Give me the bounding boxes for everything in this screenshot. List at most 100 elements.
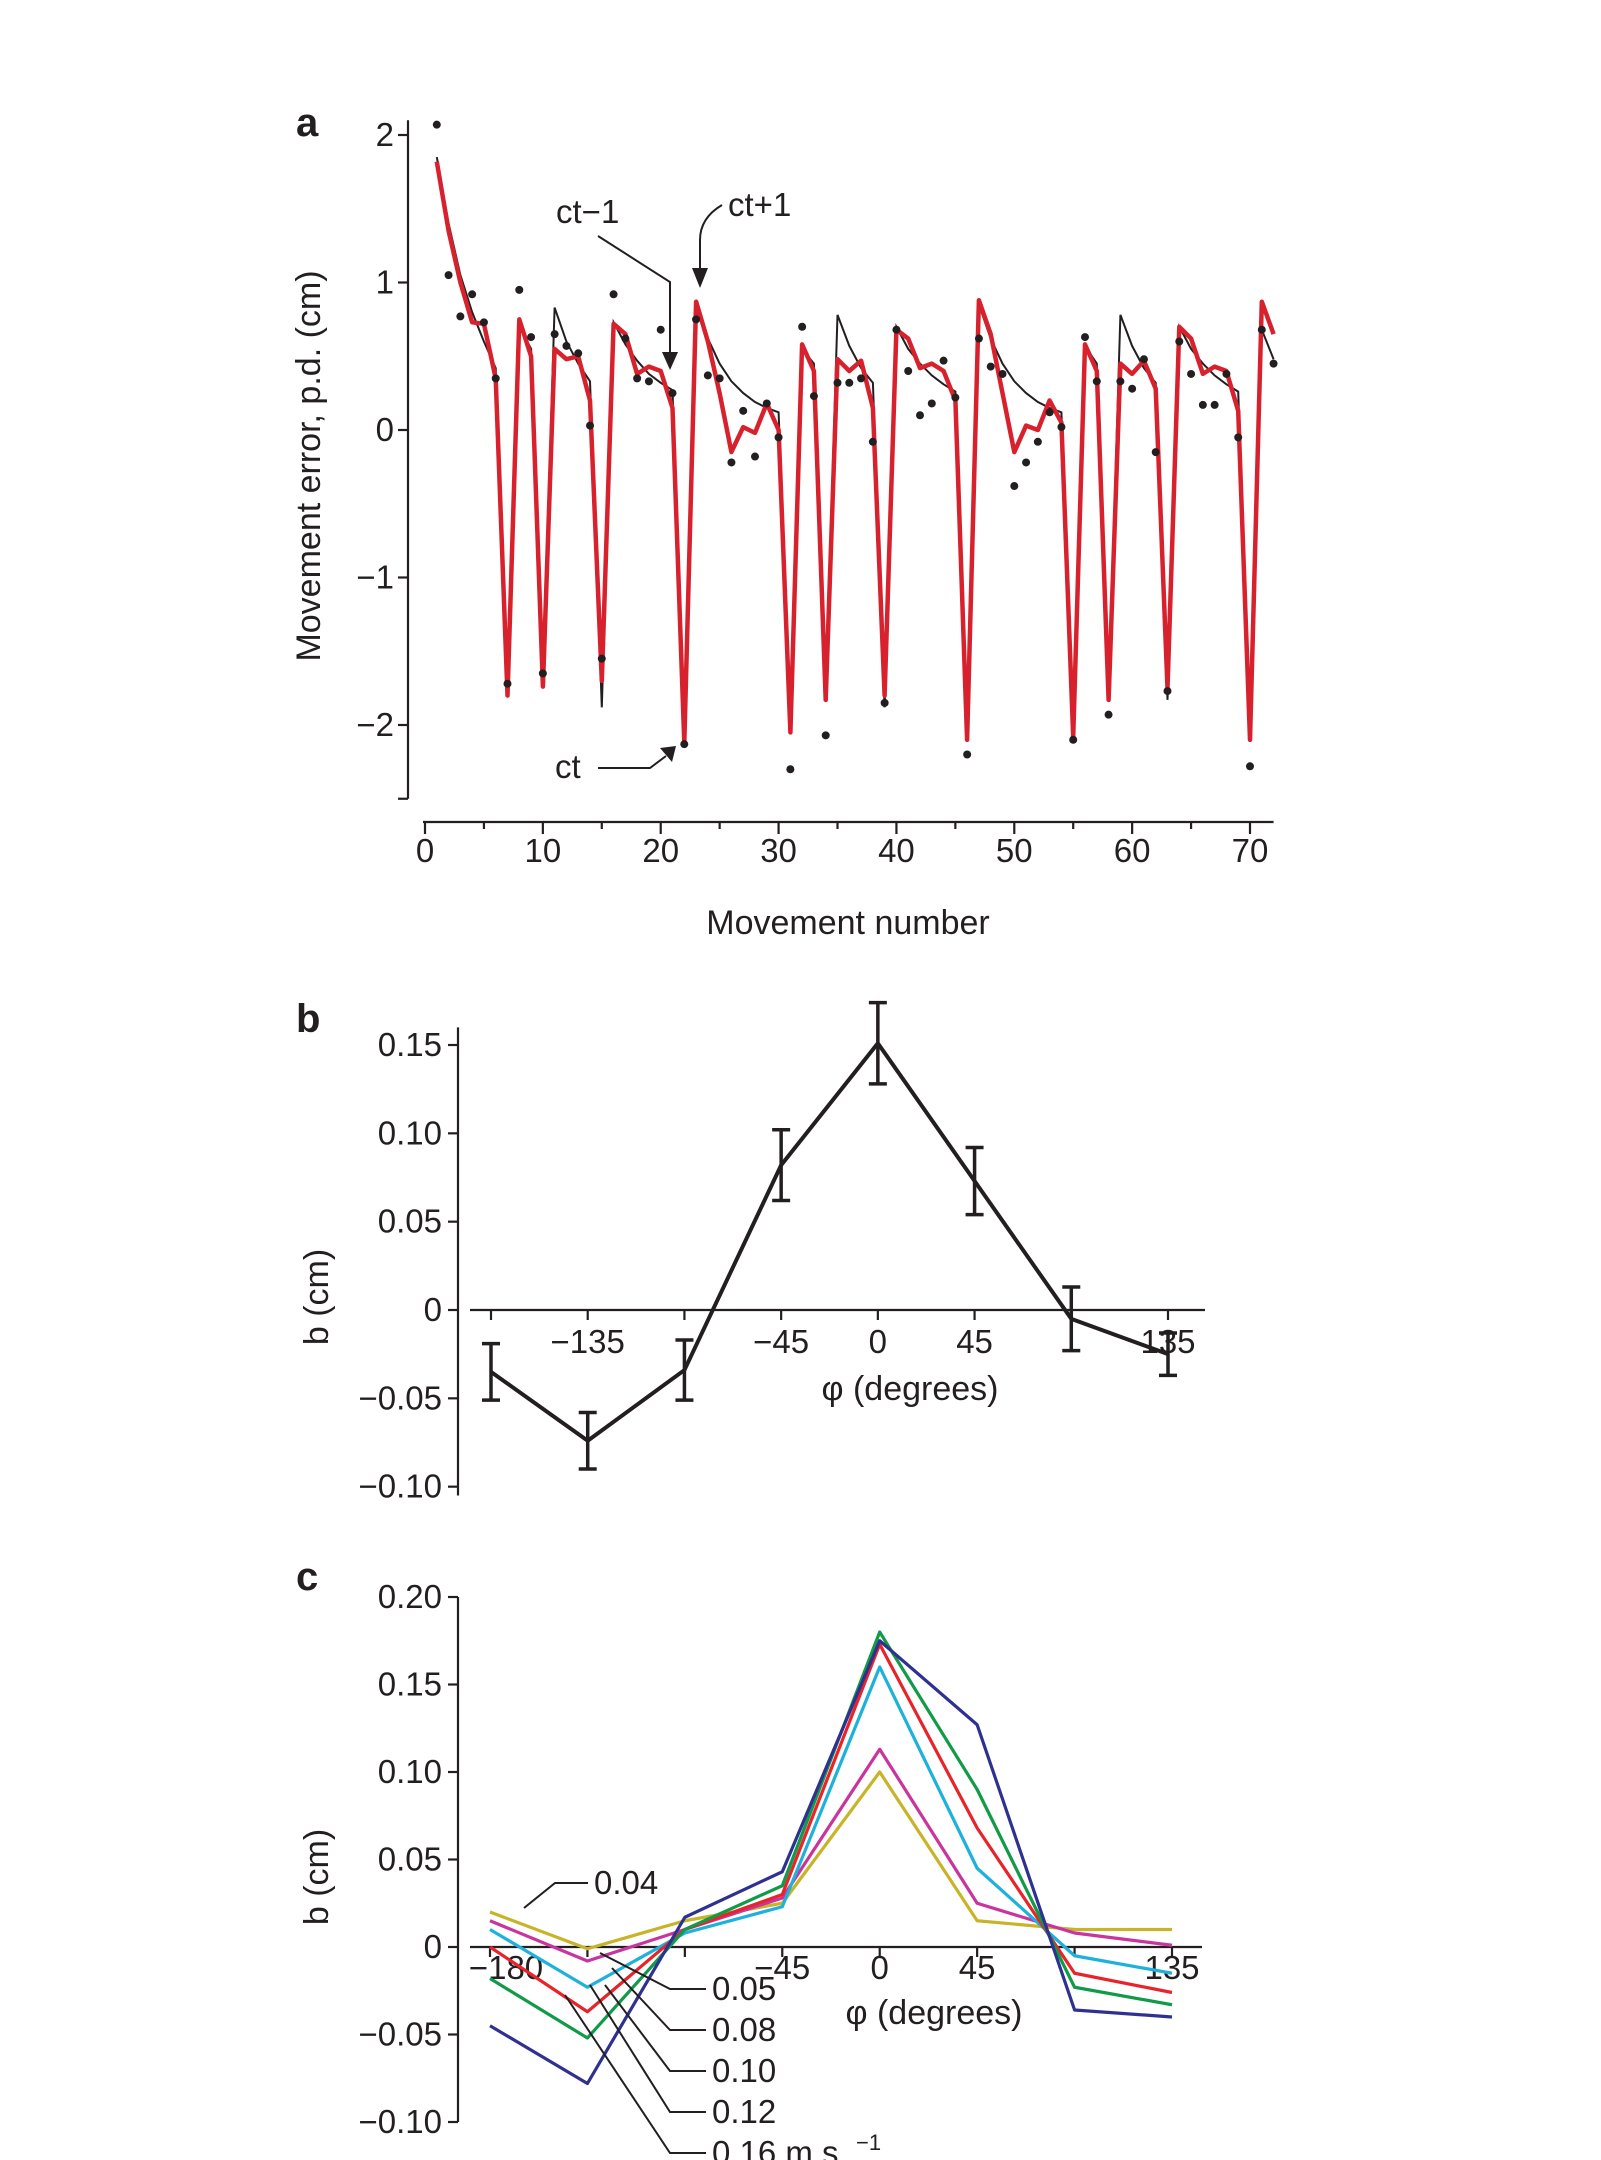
- panel-a-data-point: [1222, 369, 1231, 378]
- panel-a-data-point: [633, 374, 642, 383]
- panel-c-plot: [489, 1630, 1173, 2086]
- panel-c-ytick-label: 0.05: [378, 1841, 442, 1878]
- panel-b-error-bar: [1159, 1331, 1177, 1378]
- panel-a-data-point: [845, 378, 854, 387]
- panel-a-ylabel: Movement error, p.d. (cm): [290, 270, 328, 661]
- panel-a-data-point: [515, 285, 524, 294]
- panel-a-ytick-label: 1: [376, 264, 394, 301]
- panel-a-fit-series: [435, 156, 1275, 740]
- panel-a-data-point: [727, 458, 736, 467]
- panel-a-data-point: [609, 290, 618, 299]
- panel-a-data-point: [998, 369, 1007, 378]
- panel-a-data-point: [656, 325, 665, 334]
- panel-c-legend: 0.04 0.05 0.08 0.10 0.12 0.16 m s −1: [523, 1864, 881, 2160]
- panel-a-data-point: [1116, 377, 1125, 386]
- panel-a-data-point: [868, 437, 877, 446]
- panel-c-axes: 0.200.150.100.050−0.05−0.10−180 −45 0 45 135: [359, 1578, 1202, 2140]
- panel-b-ylabel: b (cm): [298, 1249, 336, 1345]
- panel-a-axes: 210−1−20 10 20 30 40 50 60 70: [356, 116, 1274, 869]
- panel-c-xtick-label: −45: [754, 1949, 810, 1986]
- legend-leader: [523, 1882, 588, 1909]
- panel-a-data-point: [1128, 384, 1137, 393]
- panel-b-plot: [482, 1000, 1177, 1471]
- panel-b-error-bar: [578, 1410, 597, 1471]
- panel-a-xtick-label: 10: [524, 832, 561, 869]
- panel-a-data-point: [1022, 458, 1031, 467]
- panel-a-data-point: [527, 333, 536, 342]
- panel-a-ytick-label: −2: [356, 706, 394, 743]
- panel-a-data-point: [1081, 333, 1089, 342]
- panel-a-data-point: [857, 374, 866, 383]
- panel-a-data-point: [1198, 400, 1207, 409]
- panel-c-xtick-label: 45: [959, 1949, 996, 1986]
- panel-a-data-points: [432, 120, 1278, 774]
- panel-letter-b: b: [296, 997, 320, 1041]
- panel-a-data-point: [1175, 337, 1184, 346]
- panel-a-data-point: [786, 765, 795, 774]
- panel-a-data-point: [1234, 433, 1243, 442]
- panel-a-data-point: [1104, 710, 1113, 719]
- panel-a-annotations: ct−1 ct+1 ct: [555, 186, 791, 785]
- legend-leader: [611, 1967, 706, 2031]
- panel-a-data-point: [809, 392, 818, 401]
- panel-b-error-bar: [675, 1338, 694, 1402]
- panel-b-xtick-label: −135: [551, 1323, 625, 1360]
- panel-a-data-point: [1033, 437, 1042, 446]
- panel-a-data-point: [432, 120, 441, 129]
- panel-c: c b (cm) φ (degrees) 0.20 0.15 0.10 0.05 0 −0…: [296, 1555, 1202, 2160]
- panel-a-data-point: [1151, 448, 1160, 457]
- panel-a-data-point: [951, 393, 960, 402]
- panel-a-data-point: [892, 325, 901, 334]
- annotation-ct-minus-1: ct−1: [556, 193, 619, 230]
- panel-c-ytick-label: 0.20: [378, 1578, 442, 1615]
- panel-a-data-point: [880, 698, 889, 707]
- legend-label: 0.08: [712, 2011, 776, 2048]
- panel-a-data-point: [963, 750, 972, 759]
- panel-a-data-point: [1163, 687, 1172, 696]
- panel-a-data-point: [1010, 482, 1019, 491]
- panel-b-xtick-label: 0: [869, 1323, 887, 1360]
- panel-c-xtick-label: 135: [1144, 1949, 1199, 1986]
- panel-b-ytick-label: 0.10: [378, 1114, 442, 1151]
- panel-a-ytick-label: −1: [356, 559, 394, 596]
- panel-a-model-series: [434, 161, 1276, 745]
- legend-unit-superscript: −1: [856, 2130, 881, 2155]
- panel-c-xlabel: φ (degrees): [845, 1994, 1022, 2032]
- panel-a-data-point: [762, 399, 771, 408]
- panel-a-data-point: [1187, 369, 1196, 378]
- annotation-ct-plus-1: ct+1: [728, 186, 791, 223]
- annotation-ct-minus-1-leader: [597, 235, 671, 352]
- panel-a-data-point: [833, 378, 842, 387]
- panel-a-ytick-label: 2: [376, 116, 394, 153]
- panel-a-xlabel: Movement number: [706, 904, 989, 942]
- panel-b-ytick-label: 0: [424, 1291, 442, 1328]
- panel-c-series: [489, 1639, 1173, 2086]
- legend-label: 0.05: [712, 1970, 776, 2007]
- panel-b-error-bar: [1062, 1285, 1081, 1353]
- panel-a-data-point: [715, 374, 724, 383]
- panel-a-ytick-label: 0: [376, 411, 394, 448]
- panel-a-data-point: [1246, 762, 1254, 771]
- annotation-ct-plus-1-leader: [699, 204, 723, 268]
- panel-c-ytick-label: 0.15: [378, 1666, 442, 1703]
- panel-a-data-point: [444, 271, 453, 280]
- panel-b-series: [489, 1041, 1169, 1443]
- panel-a-xtick-label: 30: [760, 832, 797, 869]
- panel-a-data-point: [644, 377, 653, 386]
- annotation-ct-plus-1-arrowhead: [692, 268, 708, 288]
- legend-leader: [564, 1994, 706, 2154]
- panel-a-data-point: [1045, 408, 1054, 417]
- panel-a-data-point: [562, 341, 571, 350]
- panel-a-data-point: [479, 318, 488, 327]
- panel-a-xtick-label: 40: [878, 832, 915, 869]
- panel-b: b b (cm) φ (degrees) 0.15 0.10 0.05 0 −0.05 −…: [296, 997, 1205, 1505]
- panel-a-data-point: [1257, 325, 1266, 334]
- panel-a-data-point: [927, 399, 936, 408]
- panel-b-error-bar: [868, 1000, 887, 1086]
- panel-b-ytick-label: −0.05: [359, 1379, 443, 1416]
- panel-b-error-bar: [772, 1128, 791, 1203]
- panel-c-xtick-label: 0: [871, 1949, 889, 1986]
- panel-a-model-line: [434, 161, 1276, 745]
- panel-a-xtick-label: 20: [642, 832, 679, 869]
